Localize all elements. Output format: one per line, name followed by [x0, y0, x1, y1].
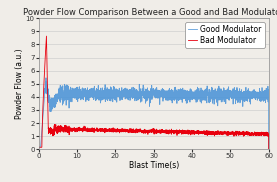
Title: Powder Flow Comparison Between a Good and Bad Modulator: Powder Flow Comparison Between a Good an…: [23, 8, 277, 17]
Bad Modulator: [263, 134, 266, 136]
Good Modulator: [135, 94, 139, 96]
Good Modulator: [44, 77, 48, 79]
Good Modulator: [77, 97, 80, 99]
Bad Modulator: [63, 126, 67, 128]
Legend: Good Modulator, Bad Modulator: Good Modulator, Bad Modulator: [185, 22, 265, 48]
Good Modulator: [63, 85, 67, 87]
Bad Modulator: [77, 128, 80, 130]
Bad Modulator: [37, 146, 40, 148]
Bad Modulator: [125, 128, 129, 130]
Line: Good Modulator: Good Modulator: [39, 78, 269, 149]
Bad Modulator: [267, 148, 270, 150]
X-axis label: Blast Time(s): Blast Time(s): [129, 161, 179, 170]
Good Modulator: [263, 94, 266, 96]
Good Modulator: [37, 147, 40, 149]
Line: Bad Modulator: Bad Modulator: [39, 36, 269, 149]
Bad Modulator: [45, 35, 48, 37]
Y-axis label: Powder Flow (a.u.): Powder Flow (a.u.): [15, 48, 24, 119]
Bad Modulator: [238, 132, 241, 134]
Good Modulator: [125, 89, 129, 91]
Bad Modulator: [135, 130, 139, 132]
Good Modulator: [238, 90, 241, 92]
Good Modulator: [267, 148, 270, 150]
